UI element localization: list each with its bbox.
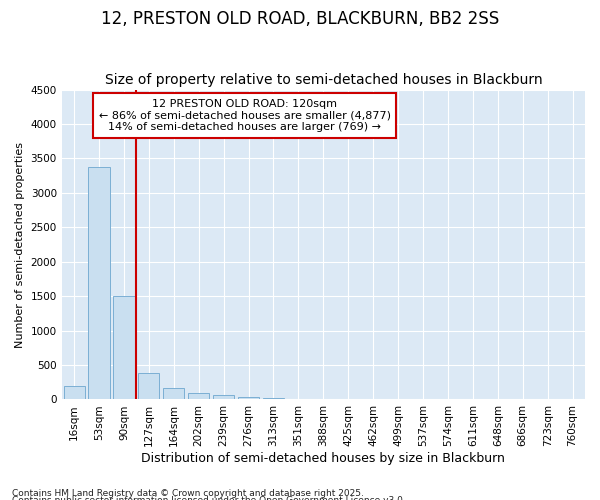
Y-axis label: Number of semi-detached properties: Number of semi-detached properties (15, 142, 25, 348)
Text: 12 PRESTON OLD ROAD: 120sqm
← 86% of semi-detached houses are smaller (4,877)
14: 12 PRESTON OLD ROAD: 120sqm ← 86% of sem… (99, 99, 391, 132)
X-axis label: Distribution of semi-detached houses by size in Blackburn: Distribution of semi-detached houses by … (142, 452, 505, 465)
Bar (263, 398, 284, 400)
Bar (64, 386, 85, 400)
Bar (88, 166, 110, 400)
Bar (188, 394, 209, 400)
Bar (213, 396, 234, 400)
Bar (138, 372, 160, 400)
Text: Contains public sector information licensed under the Open Government Licence v3: Contains public sector information licen… (12, 496, 406, 500)
Text: Contains HM Land Registry data © Crown copyright and database right 2025.: Contains HM Land Registry data © Crown c… (12, 488, 364, 498)
Bar (238, 396, 259, 400)
Text: 12, PRESTON OLD ROAD, BLACKBURN, BB2 2SS: 12, PRESTON OLD ROAD, BLACKBURN, BB2 2SS (101, 10, 499, 28)
Bar (113, 296, 134, 400)
Title: Size of property relative to semi-detached houses in Blackburn: Size of property relative to semi-detach… (104, 73, 542, 87)
Bar (163, 388, 184, 400)
